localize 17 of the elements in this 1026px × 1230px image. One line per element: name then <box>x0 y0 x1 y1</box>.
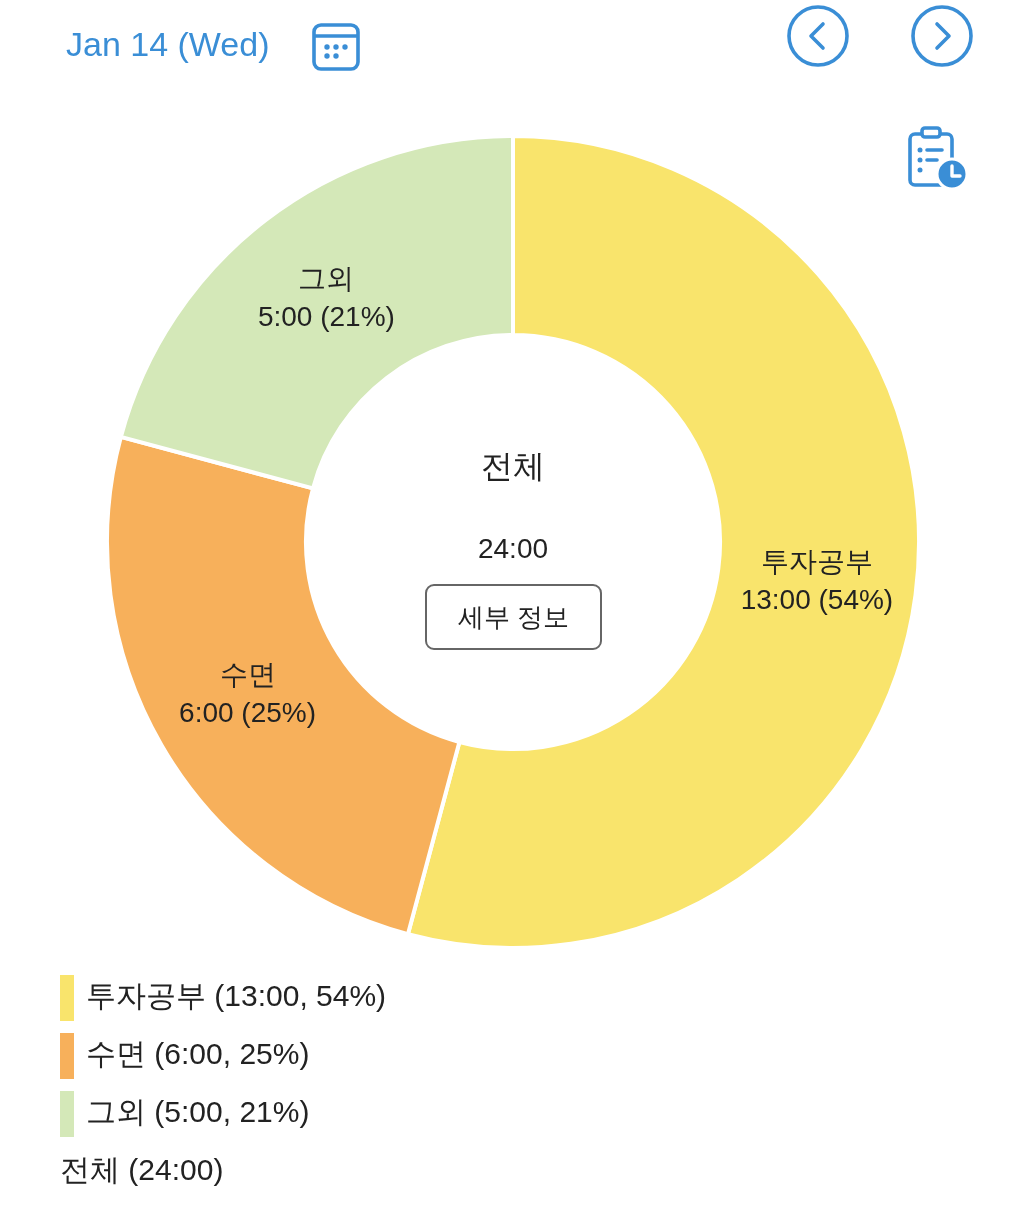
text: 전체 <box>481 447 545 484</box>
slice-label: 투자공부 <box>760 545 873 577</box>
text: (5:00, 21%) <box>154 1095 310 1129</box>
data-label: 13:00 (54%) <box>740 583 894 615</box>
chart-title: Jan 14 (Wed) <box>66 25 270 64</box>
slice-label: 수면 <box>219 658 276 690</box>
legend-label: 투자공부 <box>86 979 206 1013</box>
text: (13:00, 54%) <box>214 979 387 1013</box>
data-label: 5:00 (21%) <box>257 300 395 332</box>
details-button: 세부 정보 <box>425 584 602 650</box>
slice-label: 그외 <box>298 262 355 294</box>
text: 전체 (24:00) <box>60 1153 224 1187</box>
legend-label: 수면 <box>86 1037 146 1071</box>
data-label: 6:00 (25%) <box>179 696 317 728</box>
legend-label: 그외 <box>86 1095 146 1129</box>
text: 24:00 <box>477 532 549 564</box>
text: (6:00, 25%) <box>154 1037 310 1071</box>
